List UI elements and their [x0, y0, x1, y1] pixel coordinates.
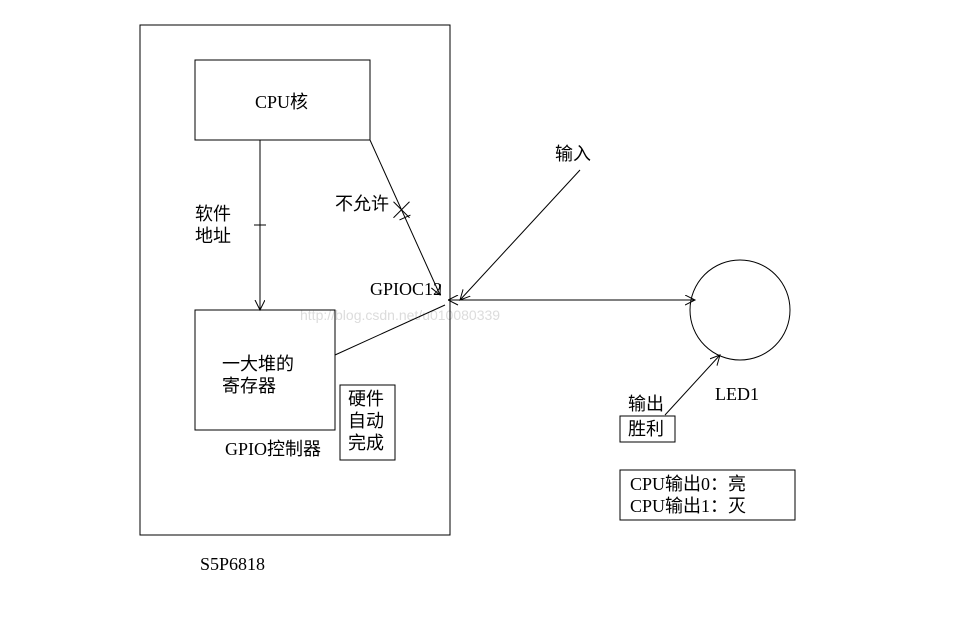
- label-gpioc12: GPIOC12: [370, 279, 442, 299]
- node-label-regs: 一大堆的寄存器: [222, 354, 294, 396]
- node-label-cpu: CPU核: [255, 92, 308, 112]
- label-not_allowed: 不允许: [335, 194, 389, 214]
- watermark: http://blog.csdn.net/u010080339: [300, 307, 500, 323]
- label-soft_addr: 软件地址: [195, 204, 231, 246]
- node-led: [690, 260, 790, 360]
- node-label-led: LED1: [715, 384, 759, 404]
- edge-input_to_gpioc: [460, 170, 580, 300]
- edge-output_to_led: [665, 355, 720, 415]
- label-output: 输出: [628, 394, 664, 414]
- node-label-hw: 硬件自动完成: [348, 389, 384, 453]
- label-input: 输入: [555, 144, 591, 164]
- label-gpio_ctrl: GPIO控制器: [225, 439, 321, 459]
- node-label-victory: 胜利: [628, 419, 664, 439]
- diagram-canvas: http://blog.csdn.net/u010080339 CPU核一大堆的寄…: [0, 0, 962, 620]
- node-label-cpuout: CPU输出0：亮CPU输出1：灭: [630, 474, 746, 516]
- label-s5p6818: S5P6818: [200, 554, 265, 574]
